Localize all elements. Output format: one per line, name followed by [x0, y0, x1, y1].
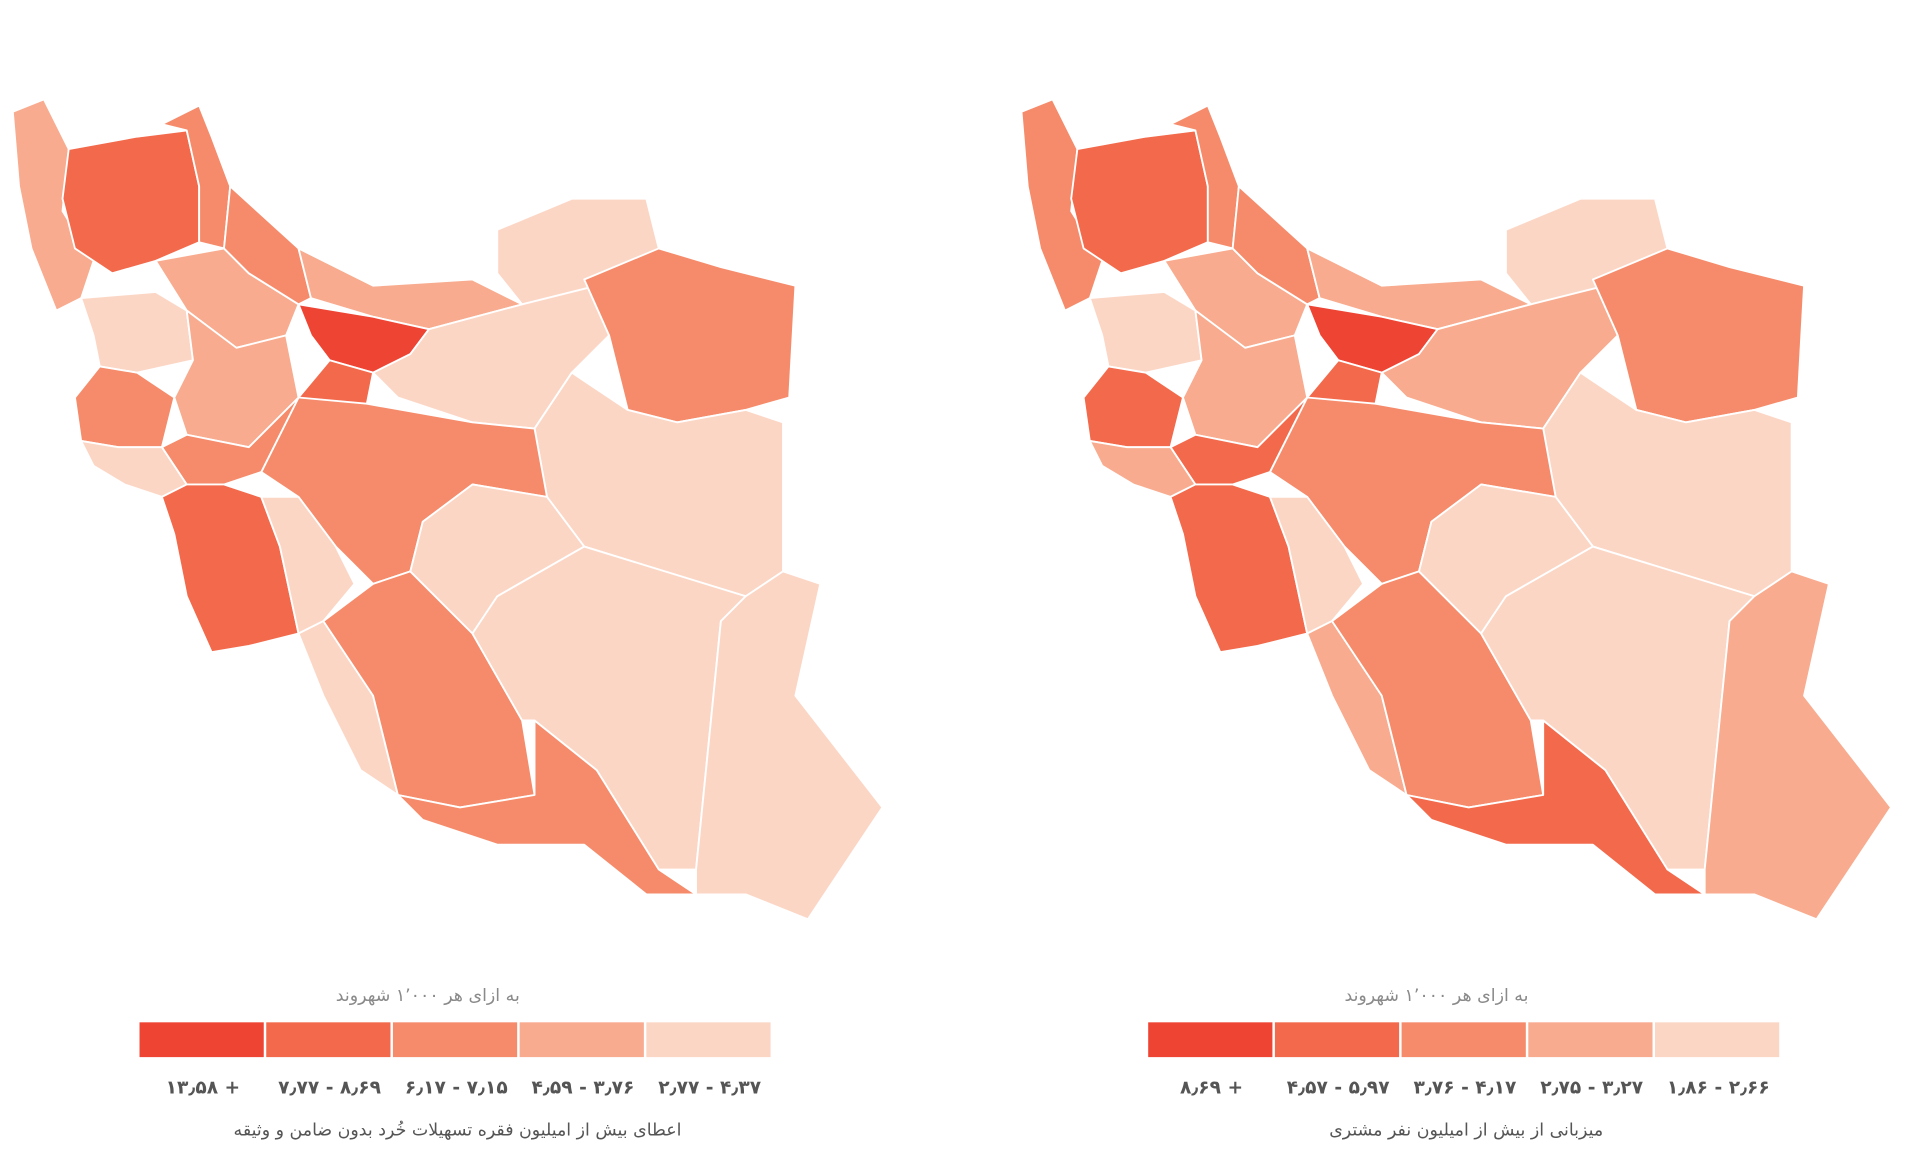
legend-swatch	[266, 1022, 391, 1058]
map-panel: به ازای هر ۱٬۰۰۰ شهروند ۸٫۶۹ + ۴٫۵۷ - ۵٫۹۷…	[1020, 98, 1892, 1140]
province	[1070, 129, 1209, 275]
legend-swatch	[1528, 1022, 1653, 1058]
province	[396, 719, 697, 896]
legend-label: ۴٫۵۷ - ۵٫۹۷	[1287, 1078, 1390, 1099]
legend-swatch	[1148, 1022, 1273, 1058]
legend-swatch	[646, 1022, 771, 1058]
province	[1082, 365, 1184, 449]
province	[1331, 570, 1545, 809]
province	[1088, 290, 1203, 374]
province	[1020, 98, 1104, 312]
province	[1268, 495, 1365, 635]
legend-label: ۸٫۶۹ +	[1180, 1078, 1243, 1099]
legend-label: ۴٫۵۹ - ۳٫۷۶	[532, 1078, 635, 1099]
caption: میزبانی از بیش از امیلیون نفر مشتری	[1329, 1120, 1603, 1140]
province	[1591, 247, 1806, 424]
province	[80, 290, 194, 374]
legend-label: ۱۳٫۵۸ +	[166, 1078, 241, 1099]
province	[260, 495, 356, 635]
legend-label: ۱٫۸۶ - ۲٫۶۶	[1667, 1078, 1770, 1099]
province	[11, 98, 95, 312]
province	[1703, 570, 1892, 921]
country-map	[1020, 98, 1892, 921]
legend-swatch	[139, 1022, 264, 1058]
legend-label: ۳٫۷۶ - ۴٫۱۷	[1414, 1078, 1517, 1099]
province	[74, 365, 176, 449]
legend-swatch	[1655, 1022, 1780, 1058]
province	[695, 570, 884, 921]
legend-label: ۶٫۱۷ - ۷٫۱۵	[405, 1078, 508, 1099]
legend-swatch	[1401, 1022, 1526, 1058]
legend-swatch	[519, 1022, 644, 1058]
legend-unit: به ازای هر ۱٬۰۰۰ شهروند	[336, 986, 520, 1006]
caption: اعطای بیش از امیلیون فقره تسهیلات خُرد ب…	[234, 1120, 682, 1140]
legend-label: ۷٫۷۷ - ۸٫۶۹	[278, 1078, 381, 1099]
province	[1405, 719, 1706, 896]
province	[61, 129, 201, 275]
province	[583, 247, 797, 424]
province	[322, 570, 536, 809]
map-panel: به ازای هر ۱٬۰۰۰ شهروند ۱۳٫۵۸ + ۷٫۷۷ - ۸٫۶…	[11, 98, 884, 1140]
legend-swatch	[392, 1022, 518, 1058]
legend-label: ۲٫۷۷ - ۴٫۳۷	[658, 1078, 761, 1099]
legend-unit: به ازای هر ۱٬۰۰۰ شهروند	[1344, 986, 1528, 1006]
legend-swatch	[1274, 1022, 1400, 1058]
country-map	[11, 98, 884, 921]
legend-label: ۲٫۷۵ - ۳٫۲۷	[1540, 1078, 1643, 1099]
